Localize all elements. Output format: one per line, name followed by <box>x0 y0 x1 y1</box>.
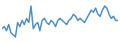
series-line <box>2 6 118 37</box>
chart <box>0 0 120 45</box>
plot-area <box>2 6 118 37</box>
